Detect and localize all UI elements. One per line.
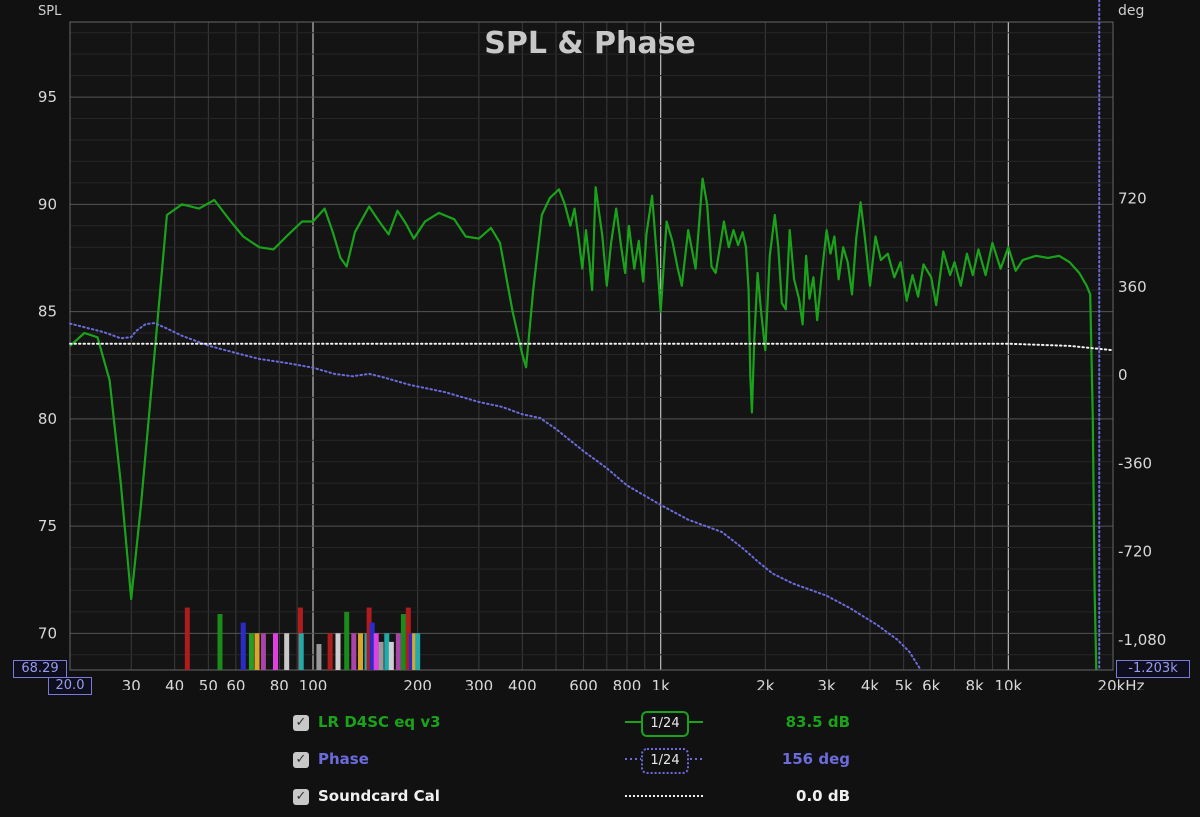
trace-cal-sample[interactable] xyxy=(625,784,703,810)
chart-title: SPL & Phase xyxy=(484,26,696,61)
series-soundcard-cal xyxy=(69,342,1114,352)
filter-marker xyxy=(409,633,415,670)
x-tick-label: 2k xyxy=(756,677,775,690)
filter-marker xyxy=(240,622,246,670)
y2-tick-label: 360 xyxy=(1118,278,1147,296)
checkbox-phase[interactable]: ✓ xyxy=(293,752,309,768)
x-tick-label: 8k xyxy=(966,677,985,690)
filter-marker xyxy=(405,607,411,670)
x-tick-label: 30 xyxy=(122,677,141,690)
right-axis-label: deg xyxy=(1118,3,1144,19)
checkbox-cal[interactable]: ✓ xyxy=(293,789,309,805)
x-start-readout[interactable]: 20.0 xyxy=(48,677,92,695)
series-phase xyxy=(69,322,922,671)
x-tick-label: 800 xyxy=(613,677,642,690)
filter-marker xyxy=(366,607,372,670)
filter-marker xyxy=(217,614,223,670)
filter-marker xyxy=(388,641,394,670)
y-tick-label: 90 xyxy=(38,195,57,213)
y2-tick-label: -720 xyxy=(1118,543,1152,561)
filter-marker xyxy=(415,633,421,670)
y-right-min-readout[interactable]: -1.203k xyxy=(1116,660,1190,678)
checkbox-spl[interactable]: ✓ xyxy=(293,715,309,731)
filter-marker xyxy=(272,633,278,670)
y2-tick-label: 720 xyxy=(1118,190,1147,208)
smoothing-spl-label: 1/24 xyxy=(641,711,689,737)
x-tick-label: 4k xyxy=(861,677,880,690)
spl-phase-chart[interactable]: 30 40 50 60 80 100 200 300 400 600 800 1k 2k 3k 4k 5k 6k… xyxy=(0,0,1200,690)
x-tick-label: 600 xyxy=(569,677,598,690)
filter-marker xyxy=(184,607,190,670)
filter-marker xyxy=(260,633,266,670)
plot-frame xyxy=(69,21,1114,671)
y-tick-label: 70 xyxy=(38,624,57,642)
filter-marker xyxy=(351,633,357,670)
x-tick-label: 40 xyxy=(165,677,184,690)
x-tick-label: 3k xyxy=(817,677,836,690)
y-tick-label: 80 xyxy=(38,410,57,428)
series-lr-d4sc-eq-v3 xyxy=(69,177,1098,670)
filter-marker xyxy=(373,633,379,670)
filter-marker xyxy=(378,641,384,670)
x-tick-label: 80 xyxy=(270,677,289,690)
legend-name-phase: Phase xyxy=(318,750,369,768)
plot-area[interactable] xyxy=(70,22,1113,670)
y-tick-label: 85 xyxy=(38,303,57,321)
filter-marker xyxy=(344,611,350,670)
y-tick-label: 75 xyxy=(38,517,57,535)
filter-marker xyxy=(358,633,364,670)
legend-value-cal: 0.0 dB xyxy=(796,787,850,805)
x-tick-label: 100 xyxy=(299,677,328,690)
x-tick-label: 200 xyxy=(403,677,432,690)
x-tick-label: 60 xyxy=(226,677,245,690)
filter-marker xyxy=(412,633,418,670)
y-tick-label: 95 xyxy=(38,88,57,106)
grid xyxy=(69,21,1114,671)
filter-marker xyxy=(284,633,290,670)
x-tick-label: 400 xyxy=(508,677,537,690)
legend-row-cal: ✓ Soundcard Cal 0.0 dB xyxy=(0,784,1200,814)
filter-marker xyxy=(254,633,260,670)
x-tick-label: 1k xyxy=(652,677,671,690)
legend-name-spl: LR D4SC eq v3 xyxy=(318,713,441,731)
filter-marker xyxy=(327,633,333,670)
legend-row-spl: ✓ LR D4SC eq v3 1/24 83.5 dB xyxy=(0,710,1200,740)
x-tick-label: 10k xyxy=(994,677,1022,690)
legend-name-cal: Soundcard Cal xyxy=(318,787,440,805)
x-tick-label: 6k xyxy=(922,677,941,690)
filter-marker xyxy=(369,622,375,670)
y2-tick-label: 0 xyxy=(1118,366,1128,384)
filter-marker xyxy=(316,644,322,670)
filter-marker xyxy=(400,614,406,670)
legend-value-phase: 156 deg xyxy=(781,750,850,768)
filter-marker xyxy=(298,633,304,670)
filter-marker xyxy=(395,633,401,670)
smoothing-phase-label: 1/24 xyxy=(641,748,689,774)
legend-value-spl: 83.5 dB xyxy=(785,713,850,731)
x-tick-label: 300 xyxy=(465,677,494,690)
curves xyxy=(69,0,1114,671)
filter-marker xyxy=(248,633,254,670)
y2-tick-label: -360 xyxy=(1118,454,1152,472)
x-tick-label: 20kHz xyxy=(1098,677,1145,690)
smoothing-spl[interactable]: 1/24 xyxy=(625,710,703,737)
filter-marker xyxy=(335,633,341,670)
smoothing-phase[interactable]: 1/24 xyxy=(625,747,703,774)
y-left-min-readout[interactable]: 68.29 xyxy=(13,660,67,678)
x-tick-label: 5k xyxy=(895,677,914,690)
legend-row-phase: ✓ Phase 1/24 156 deg xyxy=(0,747,1200,777)
y2-tick-label: -1,080 xyxy=(1118,631,1166,649)
x-tick-label: 50 xyxy=(199,677,218,690)
filter-marker xyxy=(384,633,390,670)
tick-labels: 30 40 50 60 80 100 200 300 400 600 800 1k 2k 3k 4k 5k 6k… xyxy=(38,88,1166,690)
left-axis-label: SPL xyxy=(38,4,62,19)
filter-markers xyxy=(184,607,421,670)
